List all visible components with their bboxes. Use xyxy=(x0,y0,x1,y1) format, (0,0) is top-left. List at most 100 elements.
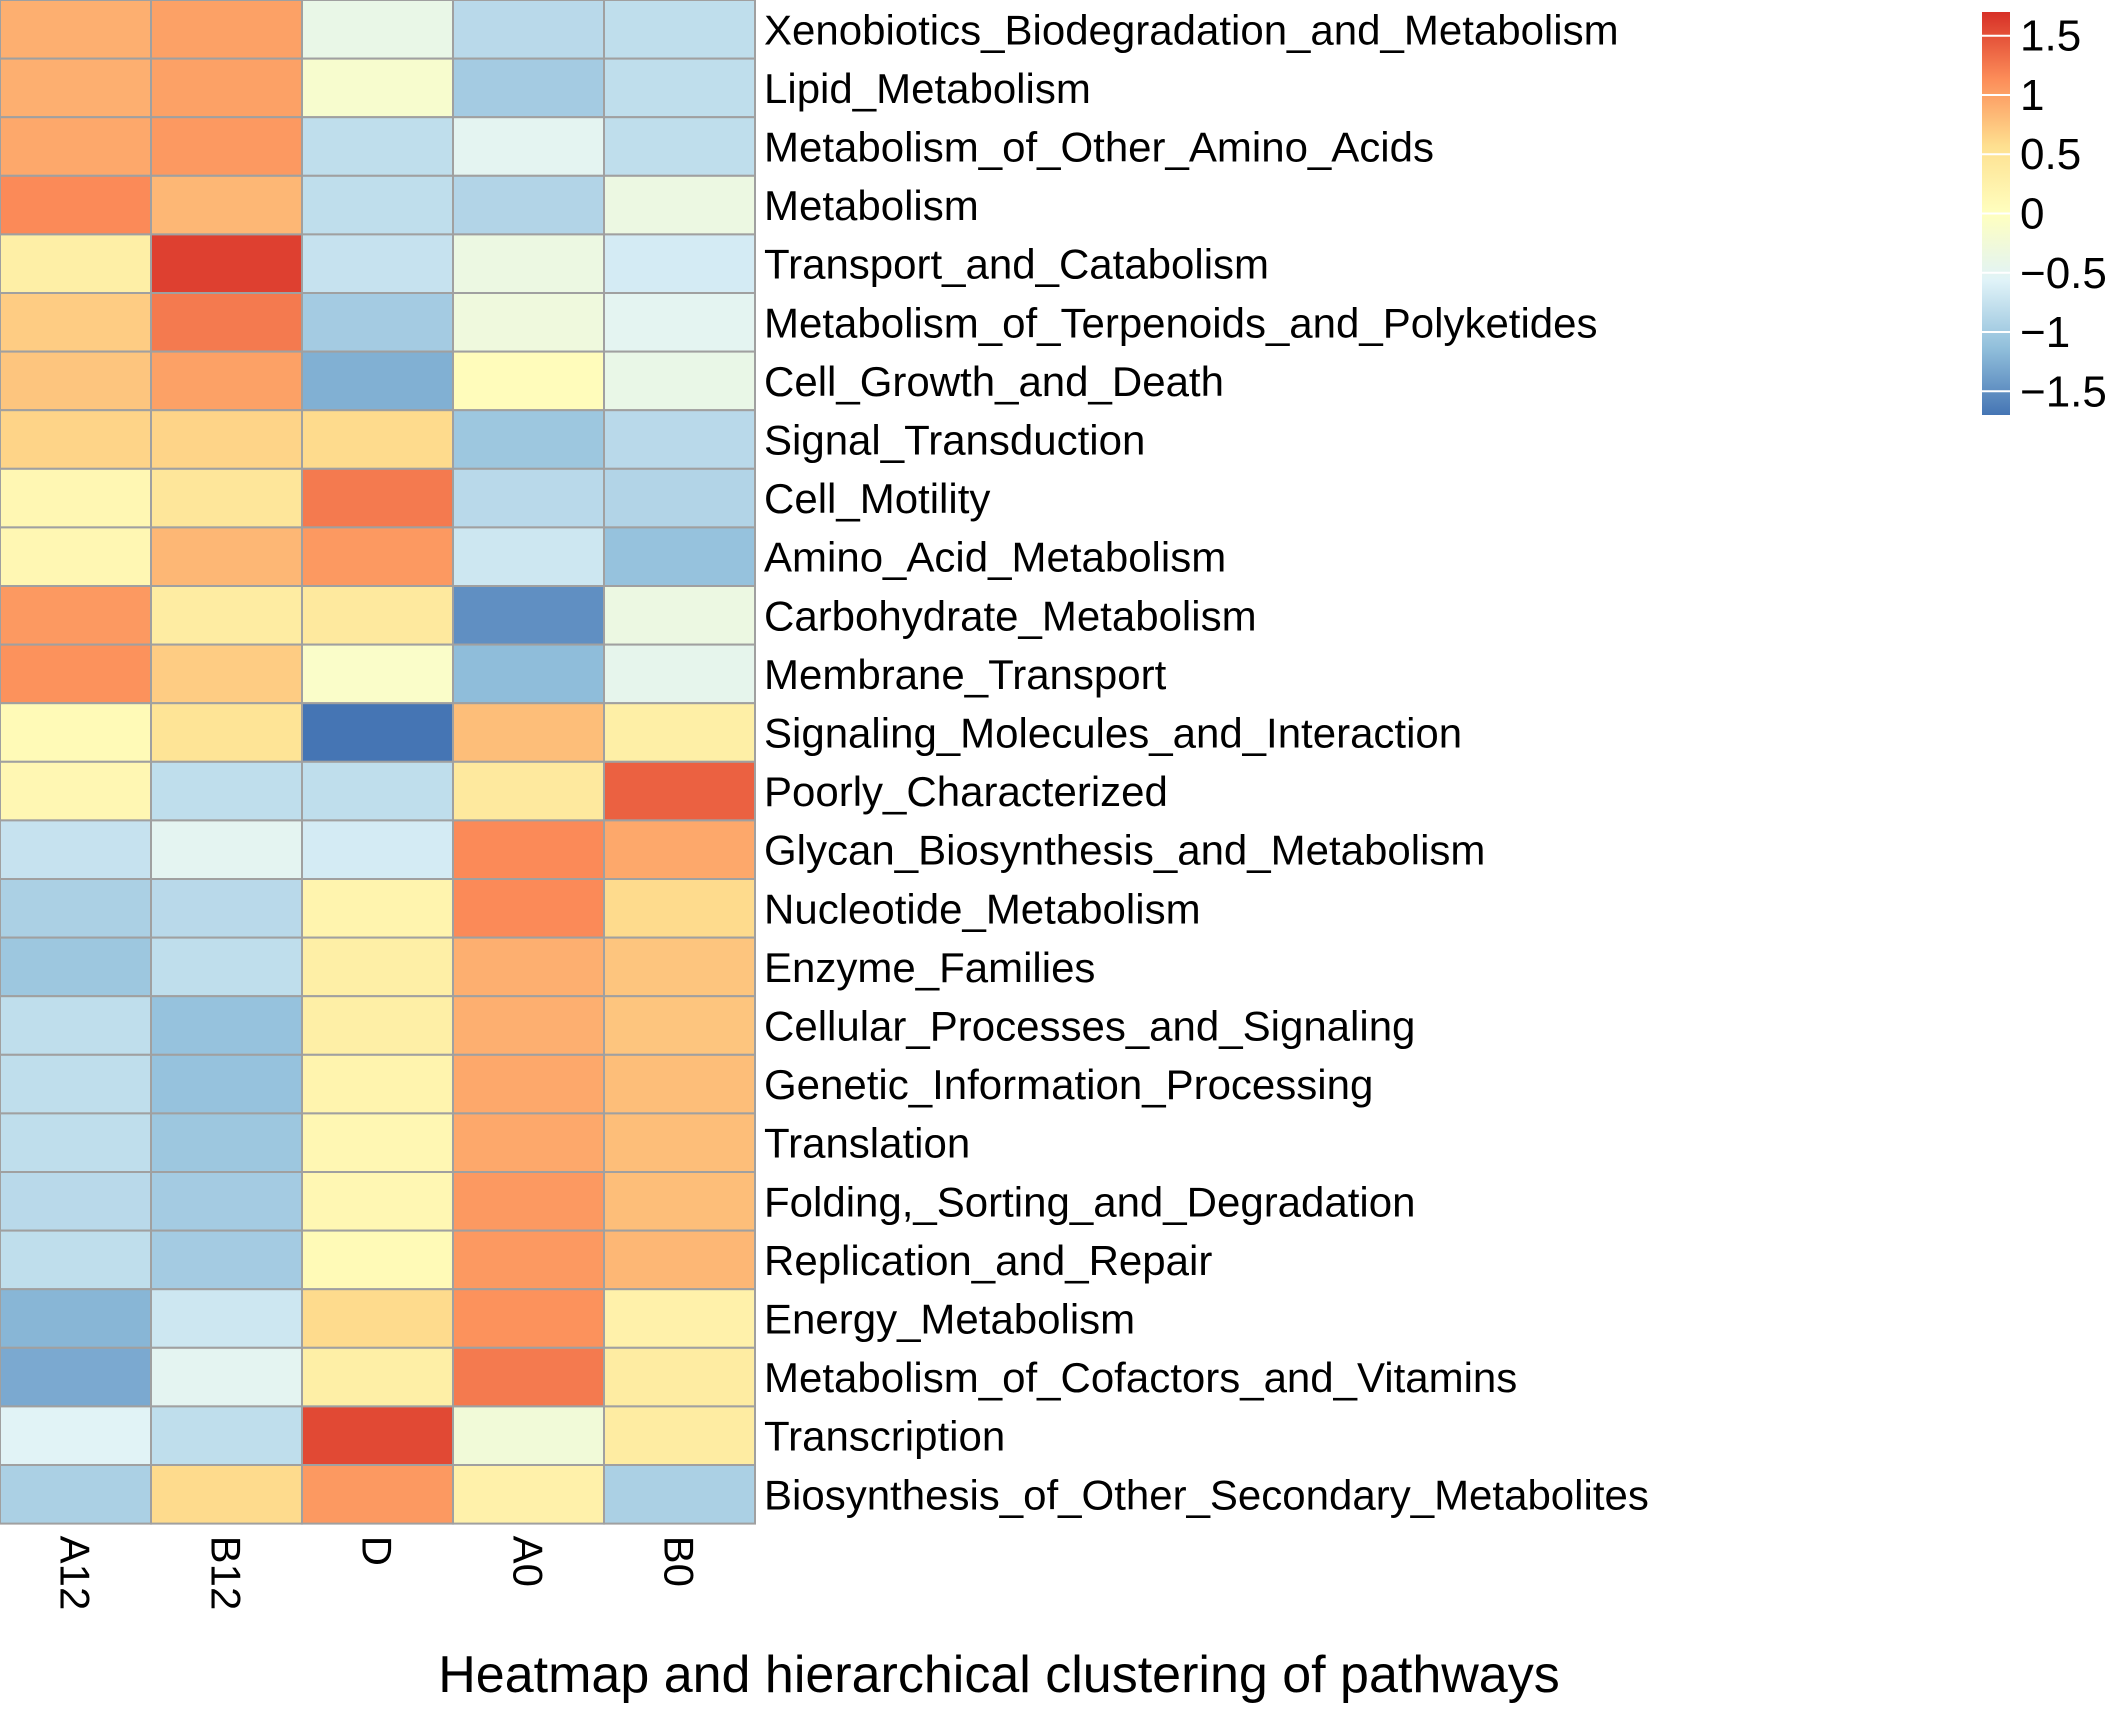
heatmap-cell xyxy=(452,760,605,822)
row-label: Poorly_Characterized xyxy=(764,768,1168,815)
heatmap-cell xyxy=(0,57,152,119)
heatmap-cell xyxy=(150,1346,303,1408)
row-label: Energy_Metabolism xyxy=(764,1296,1135,1343)
heatmap-cell xyxy=(452,1229,605,1291)
heatmap-cell xyxy=(0,526,152,588)
heatmap-cell xyxy=(0,0,152,60)
heatmap-cell xyxy=(0,1288,152,1349)
heatmap-cell xyxy=(0,1053,152,1115)
row-label: Transport_and_Catabolism xyxy=(764,241,1269,288)
column-label: A12 xyxy=(52,1536,99,1611)
heatmap-cell xyxy=(301,409,454,470)
heatmap-cell xyxy=(452,995,605,1056)
heatmap-cell xyxy=(150,585,303,646)
heatmap-cell xyxy=(150,467,303,529)
heatmap-cell xyxy=(603,819,756,881)
heatmap-cell xyxy=(150,643,303,705)
heatmap-cell xyxy=(150,819,303,881)
heatmap-cell xyxy=(150,292,303,353)
heatmap-cell xyxy=(150,1464,303,1525)
legend-tick-label: −0.5 xyxy=(2020,249,2107,298)
heatmap-cell xyxy=(150,1171,303,1232)
heatmap-cell xyxy=(301,936,454,998)
row-label: Folding,_Sorting_and_Degradation xyxy=(764,1178,1415,1225)
heatmap-cell xyxy=(301,0,454,60)
heatmap-cell xyxy=(150,1112,303,1174)
heatmap-cell xyxy=(452,292,605,353)
heatmap-cell xyxy=(452,702,605,763)
heatmap-cell xyxy=(0,995,152,1056)
heatmap-cell xyxy=(0,643,152,705)
heatmap-cell xyxy=(603,702,756,763)
heatmap-cell xyxy=(301,467,454,529)
heatmap-cell xyxy=(301,1053,454,1115)
heatmap-cell xyxy=(452,0,605,60)
heatmap-cell xyxy=(0,350,152,412)
heatmap-cell xyxy=(150,1229,303,1291)
heatmap-cell xyxy=(0,878,152,939)
heatmap-cell xyxy=(452,1171,605,1232)
legend-tick-label: −1 xyxy=(2020,308,2070,357)
heatmap-cell xyxy=(301,760,454,822)
heatmap-cell xyxy=(0,1171,152,1232)
legend-tick-label: 1.5 xyxy=(2020,12,2081,61)
heatmap-cell xyxy=(0,819,152,881)
row-label: Cell_Motility xyxy=(764,475,990,522)
heatmap-cell xyxy=(603,1053,756,1115)
heatmap-cell xyxy=(301,350,454,412)
heatmap-cell xyxy=(603,1288,756,1349)
heatmap-cell xyxy=(452,643,605,705)
heatmap-cell xyxy=(150,878,303,939)
heatmap-cell xyxy=(603,1112,756,1174)
row-label: Genetic_Information_Processing xyxy=(764,1061,1373,1108)
row-label: Cellular_Processes_and_Signaling xyxy=(764,1003,1415,1050)
row-label: Carbohydrate_Metabolism xyxy=(764,592,1257,639)
column-label: D xyxy=(354,1536,401,1566)
heatmap-cell xyxy=(603,995,756,1056)
heatmap-cell xyxy=(301,526,454,588)
heatmap-cell xyxy=(452,1053,605,1115)
heatmap-cell xyxy=(452,350,605,412)
row-label: Metabolism_of_Cofactors_and_Vitamins xyxy=(764,1354,1517,1401)
heatmap-cell xyxy=(301,116,454,177)
heatmap-cell xyxy=(452,467,605,529)
row-label: Signaling_Molecules_and_Interaction xyxy=(764,710,1462,757)
heatmap-cell xyxy=(150,0,303,60)
heatmap-cell xyxy=(150,350,303,412)
heatmap-cell xyxy=(603,1405,756,1467)
heatmap-cell xyxy=(452,1405,605,1467)
heatmap-cells xyxy=(0,0,756,1525)
row-label: Biosynthesis_of_Other_Secondary_Metaboli… xyxy=(764,1471,1649,1518)
row-label: Membrane_Transport xyxy=(764,651,1167,698)
heatmap-cell xyxy=(301,1229,454,1291)
heatmap-cell xyxy=(150,409,303,470)
heatmap-cell xyxy=(0,409,152,470)
column-label: A0 xyxy=(505,1536,552,1587)
heatmap-cell xyxy=(301,292,454,353)
heatmap-cell xyxy=(301,1405,454,1467)
heatmap-cell xyxy=(603,936,756,998)
heatmap-cell xyxy=(452,409,605,470)
row-label: Glycan_Biosynthesis_and_Metabolism xyxy=(764,827,1485,874)
heatmap-cell xyxy=(301,174,454,236)
heatmap-cell xyxy=(0,1229,152,1291)
legend-tick-label: 0.5 xyxy=(2020,130,2081,179)
heatmap-cell xyxy=(0,1112,152,1174)
heatmap-cell xyxy=(301,995,454,1056)
heatmap-cell xyxy=(603,233,756,294)
heatmap-cell xyxy=(603,1171,756,1232)
heatmap-cell xyxy=(603,1346,756,1408)
heatmap-cell xyxy=(0,174,152,236)
column-label: B12 xyxy=(203,1536,250,1611)
heatmap-cell xyxy=(301,1288,454,1349)
row-label: Nucleotide_Metabolism xyxy=(764,885,1201,932)
heatmap-cell xyxy=(452,174,605,236)
heatmap-cell xyxy=(603,174,756,236)
heatmap-cell xyxy=(0,292,152,353)
column-label: B0 xyxy=(656,1536,703,1587)
heatmap-cell xyxy=(603,643,756,705)
heatmap-cell xyxy=(0,585,152,646)
row-label: Lipid_Metabolism xyxy=(764,65,1091,112)
